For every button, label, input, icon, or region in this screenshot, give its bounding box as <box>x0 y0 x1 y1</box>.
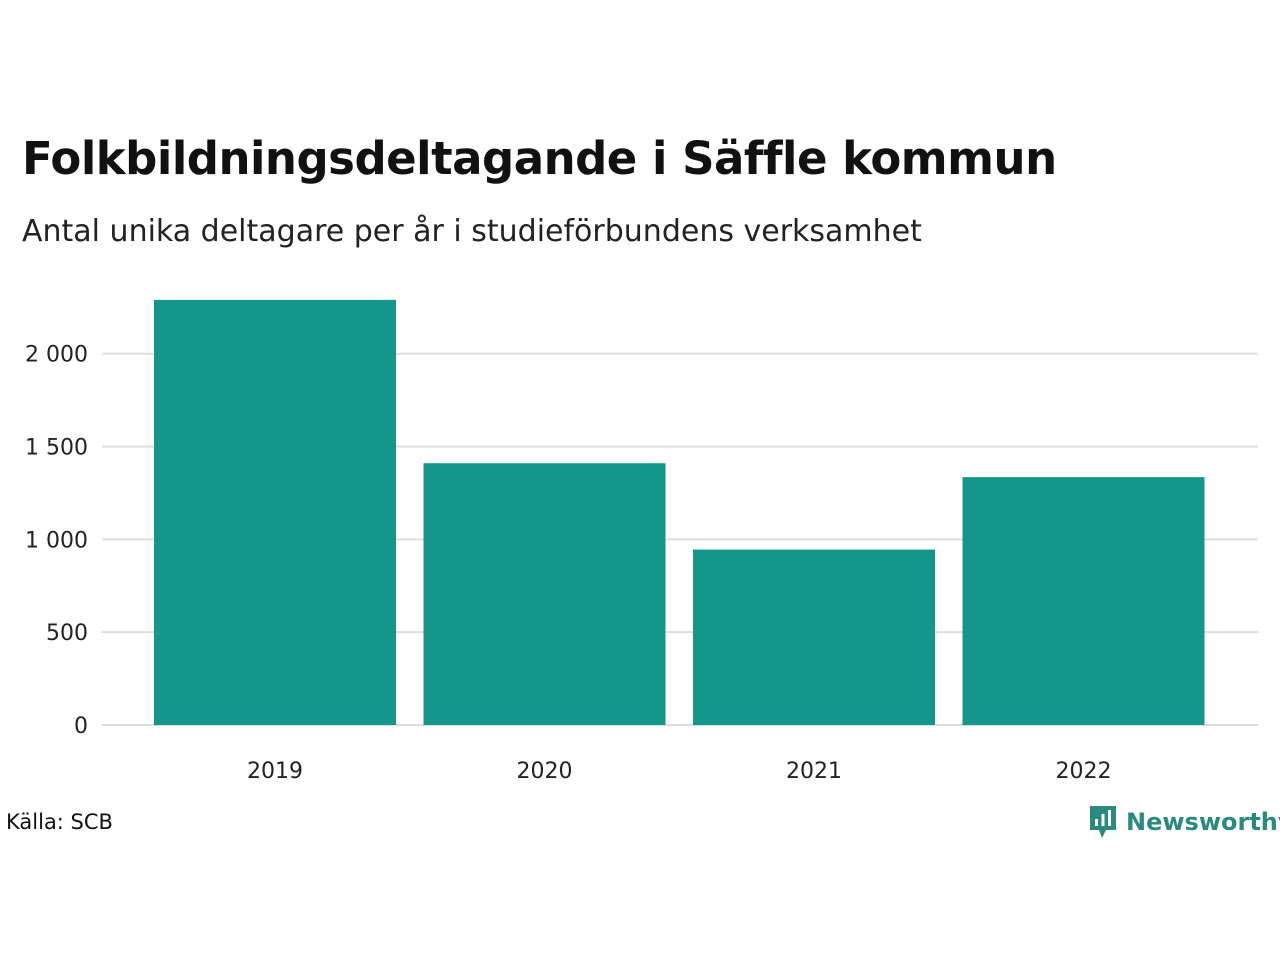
x-tick-label: 2022 <box>1056 759 1112 784</box>
x-tick-label: 2021 <box>786 759 842 784</box>
brand-name: Newsworthy <box>1126 808 1280 836</box>
y-tick-label: 1 500 <box>25 436 88 461</box>
bar-2020 <box>423 463 666 725</box>
y-tick-label: 1 000 <box>25 528 88 553</box>
y-axis-ticks: 0 500 1 000 1 500 2 000 <box>25 343 88 739</box>
y-tick-label: 500 <box>46 621 88 646</box>
bar-2019 <box>154 299 396 725</box>
brand-logo: Newsworthy <box>1088 804 1280 840</box>
bar-2021 <box>693 549 935 725</box>
y-tick-label: 2 000 <box>25 343 88 368</box>
chart-title: Folkbildningsdeltagande i Säffle kommun <box>22 132 1057 185</box>
x-tick-label: 2019 <box>247 759 303 784</box>
chart-subtitle: Antal unika deltagare per år i studieför… <box>22 214 922 249</box>
y-tick-label: 0 <box>74 714 88 739</box>
bar-chart: 0 500 1 000 1 500 2 000 2019 2020 2021 2022 <box>25 299 1258 784</box>
x-tick-label: 2020 <box>517 759 573 784</box>
bar-chart-speech-bubble-icon <box>1090 806 1116 838</box>
bars <box>154 299 1205 725</box>
x-axis-ticks: 2019 2020 2021 2022 <box>247 759 1112 784</box>
source-note: Källa: SCB <box>6 810 113 834</box>
bar-2022 <box>962 477 1205 725</box>
